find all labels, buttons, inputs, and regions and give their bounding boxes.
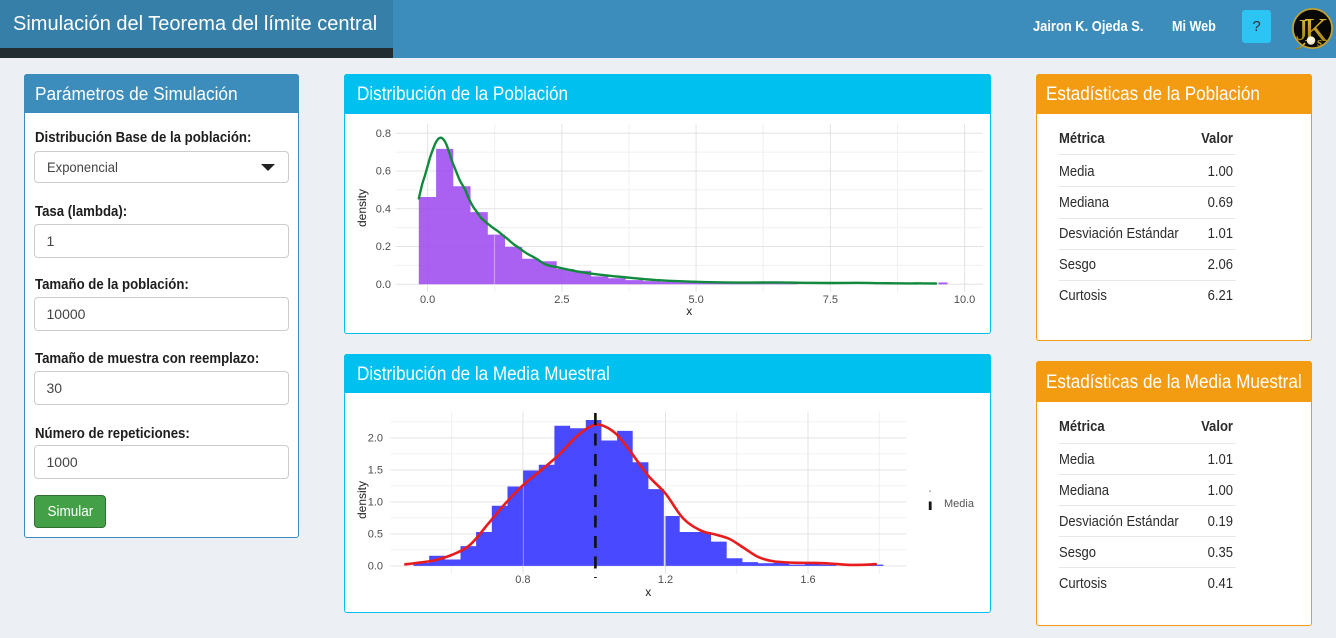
- svg-text:0.8: 0.8: [376, 128, 391, 140]
- svg-text:0.4: 0.4: [376, 203, 391, 215]
- svg-text:J: J: [1296, 12, 1308, 47]
- svg-text:7.5: 7.5: [823, 294, 838, 306]
- svg-text:1.0: 1.0: [368, 497, 383, 509]
- svg-text:10.0: 10.0: [954, 294, 975, 306]
- svg-text:0.5: 0.5: [368, 529, 383, 541]
- svg-text:0.0: 0.0: [376, 279, 391, 291]
- svg-text:2.0: 2.0: [368, 433, 383, 445]
- svg-text:0.0: 0.0: [368, 561, 383, 573]
- svg-text:5.0: 5.0: [688, 294, 703, 306]
- svg-text:0.8: 0.8: [515, 574, 530, 586]
- svg-text:density: density: [355, 481, 369, 519]
- svg-text:Media: Media: [944, 498, 975, 510]
- svg-text:0.0: 0.0: [420, 294, 435, 306]
- svg-text:2.5: 2.5: [554, 294, 569, 306]
- svg-text:0.2: 0.2: [376, 241, 391, 253]
- svg-text:x: x: [686, 304, 692, 318]
- svg-text:1.5: 1.5: [368, 465, 383, 477]
- svg-text:s: s: [1317, 34, 1322, 49]
- svg-text:1.2: 1.2: [658, 574, 673, 586]
- svg-text:x: x: [645, 585, 651, 599]
- svg-text:1.6: 1.6: [800, 574, 815, 586]
- svg-text:density: density: [355, 189, 369, 227]
- svg-text:0.6: 0.6: [376, 166, 391, 178]
